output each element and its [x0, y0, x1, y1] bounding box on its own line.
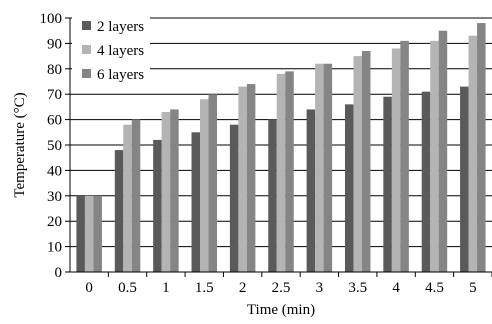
bar-4-layers [238, 86, 247, 272]
x-tick-label: 4.5 [425, 280, 444, 296]
legend-label: 2 layers [97, 19, 144, 35]
y-tick-label: 20 [47, 214, 62, 230]
legend-entry-background [72, 64, 150, 86]
bar-4-layers [468, 35, 478, 272]
y-tick-label: 10 [47, 240, 62, 256]
bar-2-layers [191, 132, 201, 272]
x-axis-label: Time (min) [247, 302, 315, 318]
y-axis-label: Temperature (°C) [12, 92, 28, 197]
bar-6-layers [438, 30, 448, 273]
x-tick-label: 0.5 [118, 280, 137, 296]
bar-6-layers [285, 71, 294, 272]
y-tick-label: 100 [40, 11, 63, 27]
bar-2-layers [421, 91, 431, 272]
bar-2-layers [344, 104, 354, 272]
y-tick-label: 90 [47, 36, 62, 52]
bar-2-layers [383, 96, 392, 273]
bar-2-layers [268, 119, 277, 272]
y-tick-label: 0 [55, 265, 63, 281]
bar-2-layers [76, 195, 85, 272]
bar-2-layers [229, 124, 239, 273]
x-tick-label: 1.5 [195, 280, 214, 296]
y-tick-label: 70 [47, 87, 62, 103]
bar-4-layers [84, 195, 94, 272]
x-tick-label: 2.5 [272, 280, 291, 296]
bars [76, 23, 486, 273]
bar-4-layers [315, 63, 324, 272]
x-tick-label: 4 [392, 280, 400, 296]
y-tick-label: 40 [47, 163, 62, 179]
bar-4-layers [391, 48, 401, 273]
y-tick-label: 30 [47, 189, 62, 205]
bar-6-layers [93, 195, 102, 272]
legend-swatch [82, 45, 91, 54]
y-tick-labels: 0 10 20 30 40 50 60 70 80 90 100 [40, 11, 70, 281]
bar-4-layers [123, 124, 132, 273]
bar-6-layers [208, 94, 218, 272]
y-tick-label: 60 [47, 113, 62, 129]
bar-6-layers [170, 109, 179, 272]
bar-6-layers [477, 23, 486, 272]
y-tick-label: 80 [47, 62, 62, 78]
legend-entry-background [72, 40, 150, 62]
bar-2-layers [153, 139, 162, 272]
x-tick-label: 0 [85, 280, 93, 296]
x-tick-label: 1 [162, 280, 170, 296]
bar-6-layers [323, 63, 333, 272]
x-tick-label: 3.5 [348, 280, 367, 296]
legend-entry-background [72, 16, 150, 38]
bar-2-layers [460, 86, 469, 272]
legend-label: 6 layers [97, 67, 144, 83]
bar-6-layers [131, 119, 141, 272]
x-tick-label: 3 [316, 280, 324, 296]
legend: 2 layers 4 layers 6 layers [72, 16, 150, 86]
legend-label: 4 layers [97, 43, 144, 59]
x-tick-label: 5 [469, 280, 477, 296]
bar-4-layers [161, 111, 171, 272]
legend-swatch [82, 69, 91, 78]
bar-4-layers [353, 56, 362, 272]
bar-6-layers [246, 84, 256, 272]
bar-4-layers [276, 73, 286, 272]
x-tick-label: 2 [239, 280, 247, 296]
bar-4-layers [430, 40, 439, 272]
bar-2-layers [306, 109, 316, 272]
bar-4-layers [200, 99, 209, 272]
legend-swatch [82, 21, 91, 30]
x-tick-labels: 0 0.5 1 1.5 2 2.5 3 3.5 4 4.5 5 [85, 272, 492, 296]
bar-6-layers [400, 40, 409, 272]
bar-6-layers [361, 51, 371, 272]
y-tick-label: 50 [47, 138, 62, 154]
bar-2-layers [114, 150, 124, 272]
